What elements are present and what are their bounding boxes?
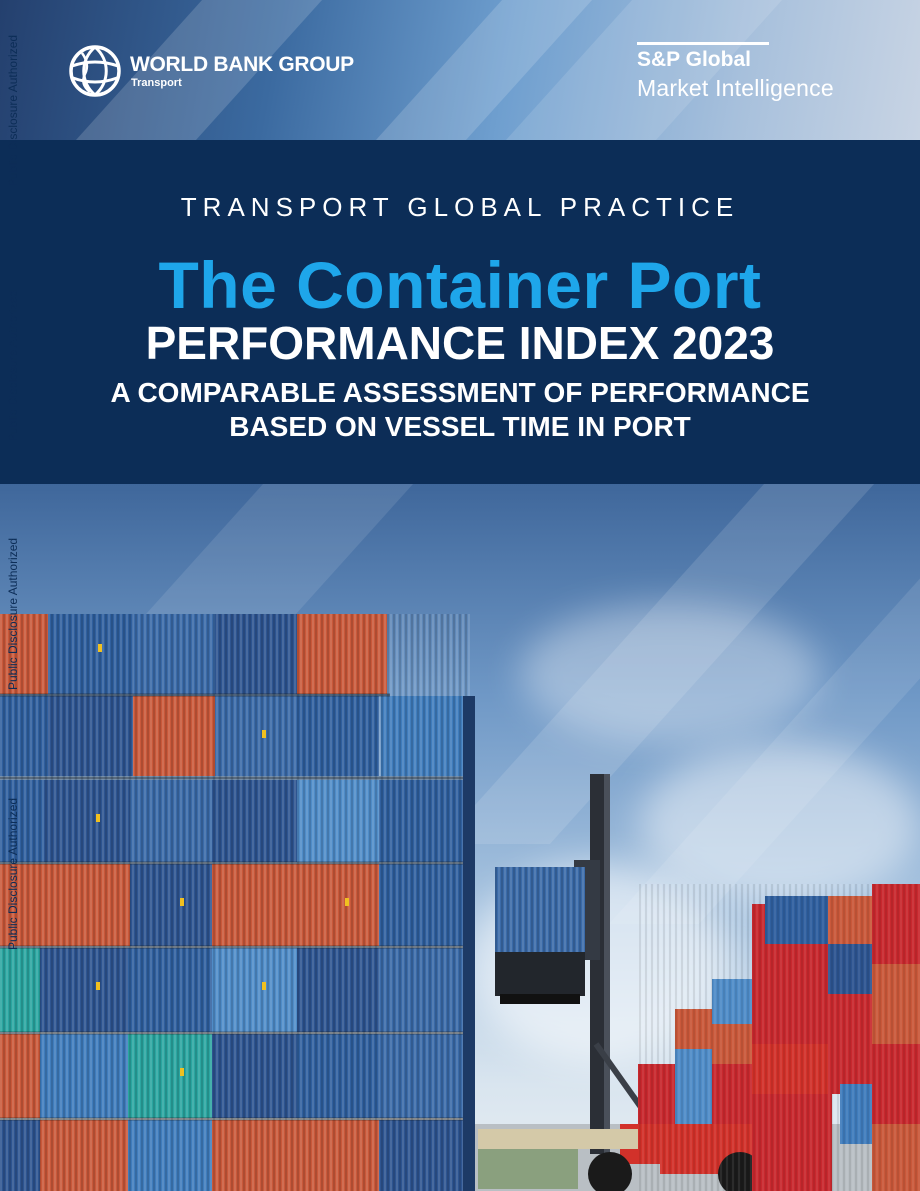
report-title-index: PERFORMANCE INDEX 2023 [145,317,775,369]
subtitle-line-2: BASED ON VESSEL TIME IN PORT [229,411,691,442]
report-subtitle: A COMPARABLE ASSESSMENT OF PERFORMANCE B… [0,376,920,444]
report-title: The Container Port [158,248,762,322]
public-disclosure-label-2: Public Disclosure Authorized [6,289,20,442]
public-disclosure-label-4: Public Disclosure Authorized [6,797,20,950]
public-disclosure-label-3: Public Disclosure Authorized [6,537,20,690]
world-bank-globe-icon [69,45,121,97]
subtitle-line-1: A COMPARABLE ASSESSMENT OF PERFORMANCE [110,377,810,408]
sp-global-name: S&P Global [637,48,751,71]
sky-header-band: WORLD BANK GROUP Transport S&P Global Ma… [0,0,920,140]
title-block: TRANSPORT GLOBAL PRACTICE The Container … [0,140,920,484]
main-container-stack [0,614,475,1191]
sp-global-rule [637,42,769,45]
public-disclosure-label-1: Public Disclosure Authorized [6,34,20,187]
sp-global-subtitle: Market Intelligence [637,75,834,101]
container-port-photo [0,484,920,1191]
world-bank-logo: WORLD BANK GROUP Transport [68,44,368,100]
right-container-stack [638,884,920,1191]
practice-label: TRANSPORT GLOBAL PRACTICE [180,192,740,222]
container-stacks-illustration [0,614,920,1191]
sp-global-logo: S&P Global Market Intelligence [637,42,887,112]
world-bank-name: WORLD BANK GROUP [130,53,354,76]
world-bank-subtitle: Transport [131,77,182,89]
